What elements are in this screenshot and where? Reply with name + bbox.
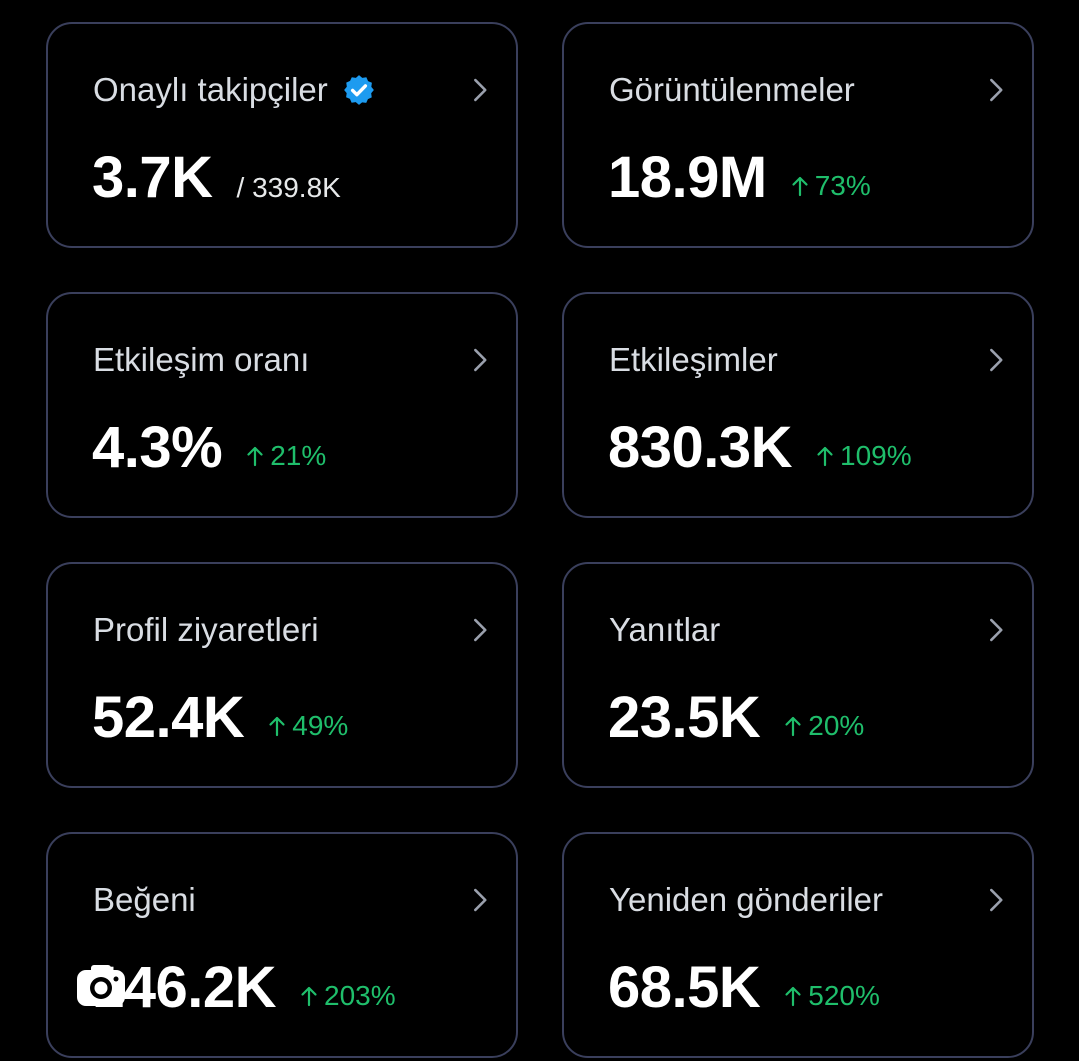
card-impressions[interactable]: Görüntülenmeler 18.9M 73% [562, 22, 1034, 248]
card-title: Onaylı takipçiler [93, 70, 376, 110]
value-row: 52.4K 49% [92, 686, 348, 750]
card-title-label: Yeniden gönderiler [609, 881, 884, 918]
card-title-label: Profil ziyaretleri [93, 611, 319, 648]
metric-change-value: 203% [324, 980, 396, 1011]
card-engagement-rate[interactable]: Etkileşim oranı 4.3% 21% [46, 292, 518, 518]
metric-change: 49% [268, 710, 348, 742]
value-row: 3.7K / 339.8K [92, 146, 341, 210]
chevron-right-icon[interactable] [466, 886, 494, 914]
metric-change: 520% [784, 980, 880, 1012]
card-title: Etkileşimler [609, 340, 778, 380]
metric-change: 109% [816, 440, 912, 472]
value-row: 18.9M 73% [608, 146, 871, 210]
verified-badge-icon [343, 75, 374, 105]
arrow-up-icon [817, 446, 833, 467]
card-title-label: Onaylı takipçiler [93, 71, 328, 108]
metric-value: 830.3K [608, 415, 793, 480]
card-title-label: Görüntülenmeler [609, 71, 855, 108]
value-row: 23.5K 20% [608, 686, 864, 750]
chevron-right-icon[interactable] [982, 886, 1010, 914]
card-title-label: Yanıtlar [609, 611, 721, 648]
value-row: 830.3K 109% [608, 416, 912, 480]
metric-change: 21% [246, 440, 326, 472]
card-title: Yeniden gönderiler [609, 880, 883, 920]
arrow-up-icon [269, 716, 285, 737]
camera-icon[interactable] [74, 960, 128, 1014]
arrow-up-icon [785, 986, 801, 1007]
analytics-grid: Onaylı takipçiler 3.7K / 339.8K Görüntül… [46, 22, 1034, 1058]
card-likes[interactable]: Beğeni 146.2K 203% [46, 832, 518, 1058]
metric-value: 3.7K [92, 145, 213, 210]
card-reposts[interactable]: Yeniden gönderiler 68.5K 520% [562, 832, 1034, 1058]
value-row: 68.5K 520% [608, 956, 880, 1020]
chevron-right-icon[interactable] [982, 616, 1010, 644]
arrow-up-icon [247, 446, 263, 467]
metric-value: 23.5K [608, 685, 761, 750]
value-row: 146.2K 203% [92, 956, 396, 1020]
metric-change-value: 20% [808, 710, 865, 741]
card-replies[interactable]: Yanıtlar 23.5K 20% [562, 562, 1034, 788]
card-profile-visits[interactable]: Profil ziyaretleri 52.4K 49% [46, 562, 518, 788]
card-title: Profil ziyaretleri [93, 610, 319, 650]
card-title-label: Etkileşim oranı [93, 341, 310, 378]
chevron-right-icon[interactable] [466, 346, 494, 374]
metric-change-value: 49% [292, 710, 349, 741]
card-title: Etkileşim oranı [93, 340, 309, 380]
metric-change-value: 109% [840, 440, 912, 471]
chevron-right-icon[interactable] [982, 346, 1010, 374]
chevron-right-icon[interactable] [982, 76, 1010, 104]
card-title-label: Etkileşimler [609, 341, 778, 378]
card-title: Yanıtlar [609, 610, 720, 650]
card-verified-followers[interactable]: Onaylı takipçiler 3.7K / 339.8K [46, 22, 518, 248]
value-row: 4.3% 21% [92, 416, 326, 480]
card-engagements[interactable]: Etkileşimler 830.3K 109% [562, 292, 1034, 518]
metric-change-value: 21% [270, 440, 327, 471]
arrow-up-icon [785, 716, 801, 737]
chevron-right-icon[interactable] [466, 76, 494, 104]
chevron-right-icon[interactable] [466, 616, 494, 644]
metric-change: 20% [784, 710, 864, 742]
metric-value: 18.9M [608, 145, 767, 210]
metric-value: 52.4K [92, 685, 245, 750]
card-title: Beğeni [93, 880, 196, 920]
metric-total: / 339.8K [236, 172, 341, 203]
metric-value: 68.5K [608, 955, 761, 1020]
metric-change: 203% [300, 980, 396, 1012]
metric-value: 4.3% [92, 415, 223, 480]
arrow-up-icon [792, 176, 808, 197]
card-title: Görüntülenmeler [609, 70, 855, 110]
metric-change-value: 520% [808, 980, 880, 1011]
metric-change: 73% [791, 170, 871, 202]
card-title-label: Beğeni [93, 881, 196, 918]
metric-change-value: 73% [814, 170, 871, 201]
arrow-up-icon [301, 986, 317, 1007]
